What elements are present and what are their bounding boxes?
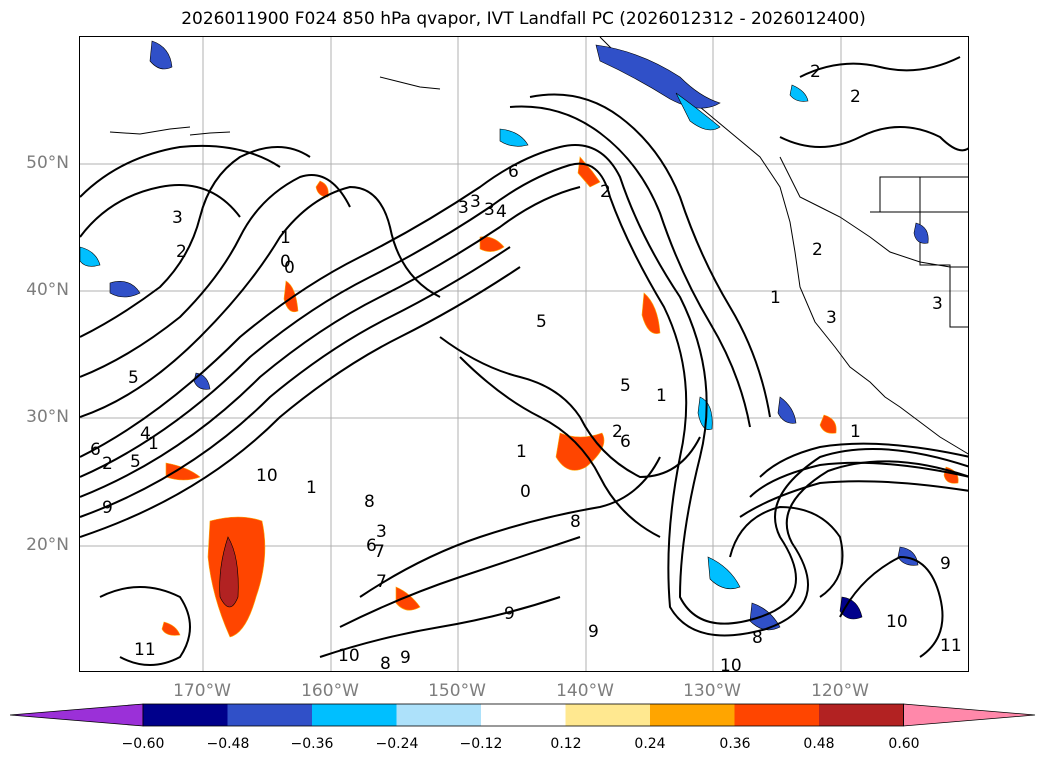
lon-label: 170°W — [173, 681, 231, 701]
lat-label: 30°N — [26, 407, 69, 427]
contour-label: 3 — [376, 522, 387, 542]
contour-label: 10 — [720, 656, 742, 672]
colorbar-tick: −0.36 — [290, 736, 334, 752]
colorbar-tick: 0.24 — [634, 736, 666, 752]
contour-label: 9 — [588, 622, 599, 642]
contour-label: 1 — [516, 442, 527, 462]
contour-label: 2 — [176, 242, 187, 262]
colorbar-cell — [312, 704, 397, 726]
contour-label: 2 — [600, 182, 611, 202]
lat-label: 20°N — [26, 535, 69, 555]
colorbar-tick: 0.48 — [803, 736, 835, 752]
contour-label: 7 — [374, 542, 385, 562]
colorbar-cell — [650, 704, 735, 726]
colorbar-tick: −0.60 — [121, 736, 165, 752]
contour-label: 5 — [620, 376, 631, 396]
contour-label: 2 — [812, 240, 823, 260]
colorbar-cell — [565, 704, 651, 726]
colorbar — [10, 703, 1036, 727]
contour-label: 5 — [536, 312, 547, 332]
contour-label: 6 — [620, 432, 631, 452]
qvapor-shading — [80, 40, 959, 638]
lon-label: 150°W — [428, 681, 486, 701]
contour-label: 1 — [306, 478, 317, 498]
contour-label: 9 — [102, 498, 113, 518]
contour-label: 8 — [752, 628, 763, 648]
contour-label: 9 — [504, 604, 515, 624]
contour-label: 6 — [366, 536, 377, 556]
contour-label: 1 — [280, 228, 291, 248]
contour-label: 3 — [826, 308, 837, 328]
colorbar-extend-high — [903, 703, 1036, 727]
colorbar-tick: −0.24 — [375, 736, 419, 752]
colorbar-tick: 0.12 — [550, 736, 582, 752]
lon-label: 140°W — [556, 681, 614, 701]
lon-label: 160°W — [301, 681, 359, 701]
contour-label: 7 — [376, 572, 387, 592]
ivt-contours — [80, 56, 968, 666]
contour-label: 0 — [520, 482, 531, 502]
lon-label: 120°W — [811, 681, 869, 701]
colorbar-tick: 0.36 — [719, 736, 751, 752]
contour-label: 4 — [140, 424, 151, 444]
contour-label: 8 — [364, 492, 375, 512]
colorbar-cell — [819, 704, 904, 726]
lat-label: 50°N — [26, 153, 69, 173]
lat-label: 40°N — [26, 280, 69, 300]
colorbar-outline — [142, 703, 904, 727]
contour-label: 2 — [850, 87, 861, 107]
contour-label: 5 — [130, 452, 141, 472]
contour-label: 5 — [128, 368, 139, 388]
colorbar-cell — [396, 704, 482, 726]
contour-label: 10 — [256, 466, 278, 486]
map-panel[interactable]: 2 2 3 3 2 1 6 3 4 5 5 0 2 5 1 6 5 4 6 7 … — [79, 36, 969, 672]
contour-label: 3 — [458, 198, 469, 218]
contour-label: 0 — [280, 252, 291, 272]
contour-label: 3 — [172, 208, 183, 228]
contour-label: 0 — [284, 258, 295, 278]
contour-label: 10 — [338, 646, 360, 666]
contour-label: 11 — [940, 636, 962, 656]
contour-label: 8 — [570, 512, 581, 532]
colorbar-cell — [227, 704, 313, 726]
contour-label: 1 — [770, 288, 781, 308]
contour-label: 8 — [380, 654, 391, 672]
colorbar-tick: −0.48 — [206, 736, 250, 752]
contour-label: 2 — [612, 422, 623, 442]
contour-label: 1 — [656, 386, 667, 406]
contour-label: 6 — [508, 162, 519, 182]
colorbar-cell — [481, 704, 566, 726]
contour-label: 1 — [850, 422, 861, 442]
contour-label: 11 — [134, 640, 156, 660]
contour-label: 1 — [148, 434, 159, 454]
contour-label: 2 — [102, 454, 113, 474]
coastline — [109, 37, 968, 455]
map-canvas: 2 2 3 3 2 1 6 3 4 5 5 0 2 5 1 6 5 4 6 7 … — [80, 37, 968, 672]
contour-label: 9 — [940, 554, 951, 574]
lon-label: 130°W — [683, 681, 741, 701]
contour-label: 4 — [496, 202, 507, 222]
contour-label: 3 — [484, 200, 495, 220]
contour-label: 2 — [810, 62, 821, 82]
colorbar-tick: 0.60 — [888, 736, 920, 752]
contour-label: 10 — [886, 612, 908, 632]
contour-label: 3 — [932, 294, 943, 314]
colorbar-cell — [734, 704, 820, 726]
contour-labels: 2 2 3 3 2 1 6 3 4 5 5 0 2 5 1 6 5 4 6 7 … — [90, 62, 962, 672]
colorbar-cell — [143, 704, 228, 726]
contour-label: 6 — [90, 440, 101, 460]
colorbar-tick: −0.12 — [459, 736, 503, 752]
contour-label: 3 — [470, 192, 481, 212]
map-title: 2026011900 F024 850 hPa qvapor, IVT Land… — [181, 9, 866, 29]
contour-label: 9 — [400, 648, 411, 668]
colorbar-extend-low — [10, 703, 144, 727]
